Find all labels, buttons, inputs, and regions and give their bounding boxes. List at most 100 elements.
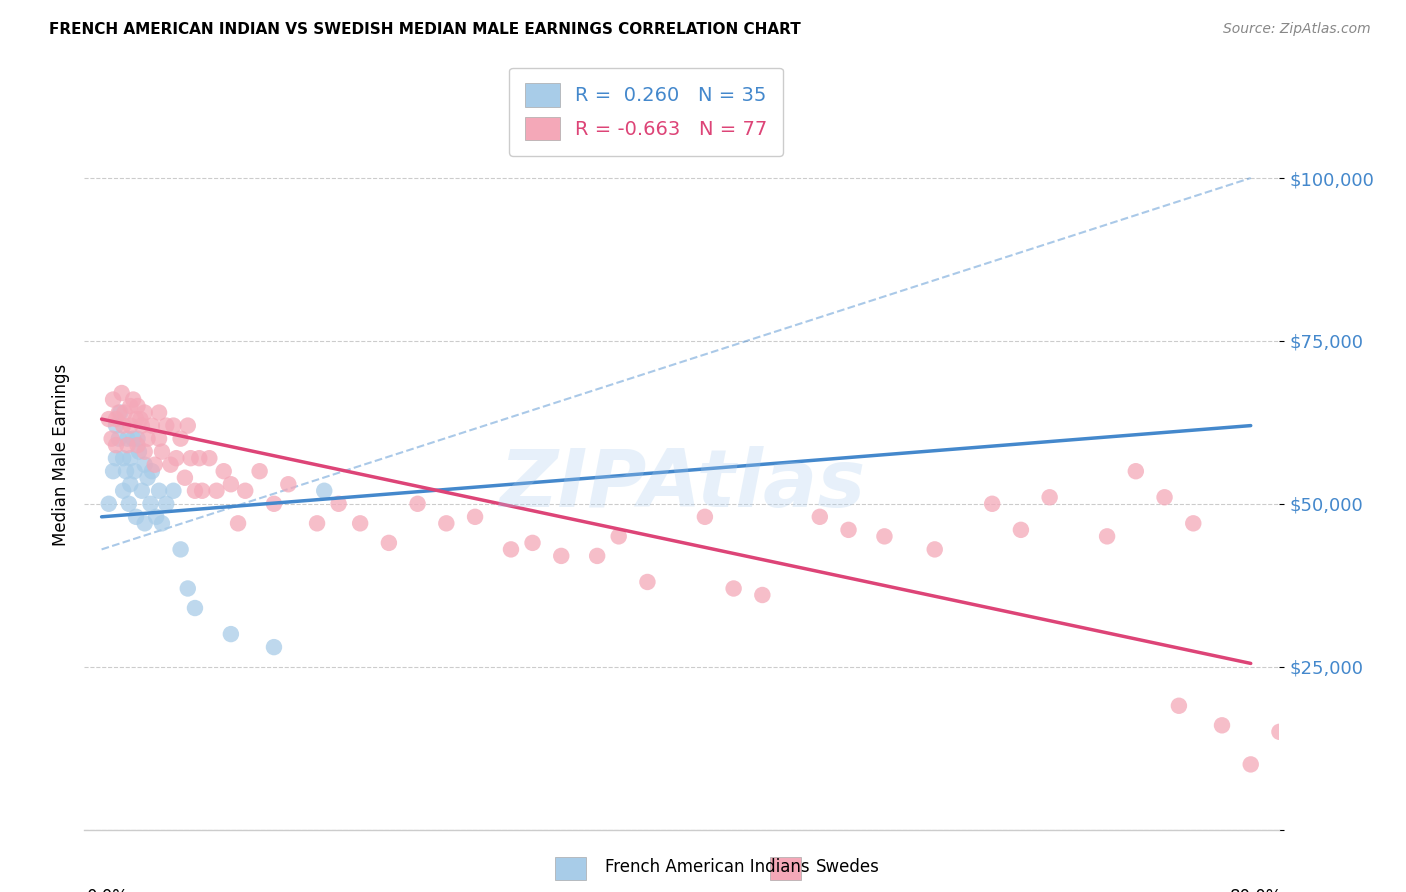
Point [127, 399, 149, 413]
Point [155, 418, 177, 433]
Point [981, 497, 1004, 511]
Point [134, 516, 156, 531]
Point [150, 516, 173, 531]
Point [108, 432, 131, 446]
Point [464, 509, 486, 524]
Point [104, 451, 127, 466]
Point [100, 432, 122, 446]
Point [177, 418, 200, 433]
Point [118, 497, 141, 511]
Point [184, 601, 207, 615]
Point [226, 516, 249, 531]
Point [122, 432, 145, 446]
Point [314, 483, 336, 498]
Point [169, 432, 191, 446]
Point [155, 497, 177, 511]
Point [838, 523, 860, 537]
Point [1039, 490, 1062, 504]
Point [522, 536, 544, 550]
Point [205, 483, 228, 498]
Point [125, 509, 148, 524]
Point [125, 412, 148, 426]
Point [184, 483, 207, 498]
FancyBboxPatch shape [770, 857, 801, 880]
Point [751, 588, 773, 602]
Point [169, 542, 191, 557]
Point [111, 386, 134, 401]
Point [1125, 464, 1147, 478]
Point [1182, 516, 1205, 531]
Point [165, 451, 187, 466]
Point [122, 392, 145, 407]
Point [586, 549, 609, 563]
Point [136, 432, 159, 446]
Point [406, 497, 429, 511]
Point [141, 464, 163, 478]
Text: French American Indians: French American Indians [605, 858, 810, 876]
Point [120, 451, 142, 466]
Point [198, 451, 221, 466]
Point [127, 432, 149, 446]
Point [150, 444, 173, 458]
Point [101, 464, 124, 478]
Point [131, 483, 153, 498]
Text: ZIPAtlas: ZIPAtlas [499, 446, 865, 524]
Point [434, 516, 457, 531]
Point [112, 418, 135, 433]
Point [112, 483, 135, 498]
Point [117, 432, 139, 446]
Point [349, 516, 371, 531]
Point [1095, 529, 1118, 543]
Point [1240, 757, 1263, 772]
Point [131, 418, 153, 433]
Legend: R =  0.260   N = 35, R = -0.663   N = 77: R = 0.260 N = 35, R = -0.663 N = 77 [509, 68, 783, 156]
Point [115, 464, 138, 478]
Point [148, 432, 170, 446]
Point [636, 574, 658, 589]
Point [134, 406, 156, 420]
Point [188, 451, 211, 466]
Point [141, 418, 163, 433]
Point [177, 582, 200, 596]
Point [104, 418, 127, 433]
Point [136, 471, 159, 485]
Point [263, 497, 285, 511]
Text: 0.0%: 0.0% [87, 888, 129, 892]
Point [127, 438, 149, 452]
Point [607, 529, 630, 543]
Point [499, 542, 522, 557]
Point [212, 464, 235, 478]
Point [1211, 718, 1233, 732]
Point [307, 516, 329, 531]
Point [873, 529, 896, 543]
Point [120, 418, 142, 433]
Point [124, 464, 146, 478]
Point [1010, 523, 1032, 537]
Text: 80.0%: 80.0% [1230, 888, 1282, 892]
Text: Swedes: Swedes [815, 858, 879, 876]
Point [378, 536, 401, 550]
Point [108, 406, 131, 420]
Text: FRENCH AMERICAN INDIAN VS SWEDISH MEDIAN MALE EARNINGS CORRELATION CHART: FRENCH AMERICAN INDIAN VS SWEDISH MEDIAN… [49, 22, 801, 37]
Point [148, 406, 170, 420]
Point [120, 477, 142, 491]
Point [159, 458, 181, 472]
Point [808, 509, 831, 524]
Point [924, 542, 946, 557]
Y-axis label: Median Male Earnings: Median Male Earnings [52, 364, 70, 546]
Point [233, 483, 256, 498]
Point [117, 438, 139, 452]
Point [112, 451, 135, 466]
Point [104, 412, 127, 426]
Text: Source: ZipAtlas.com: Source: ZipAtlas.com [1223, 22, 1371, 37]
Point [101, 392, 124, 407]
Point [1268, 724, 1291, 739]
Point [114, 406, 136, 420]
Point [328, 497, 350, 511]
Point [129, 412, 152, 426]
Point [174, 471, 197, 485]
Point [180, 451, 202, 466]
Point [139, 497, 162, 511]
Point [104, 438, 127, 452]
Point [1167, 698, 1189, 713]
